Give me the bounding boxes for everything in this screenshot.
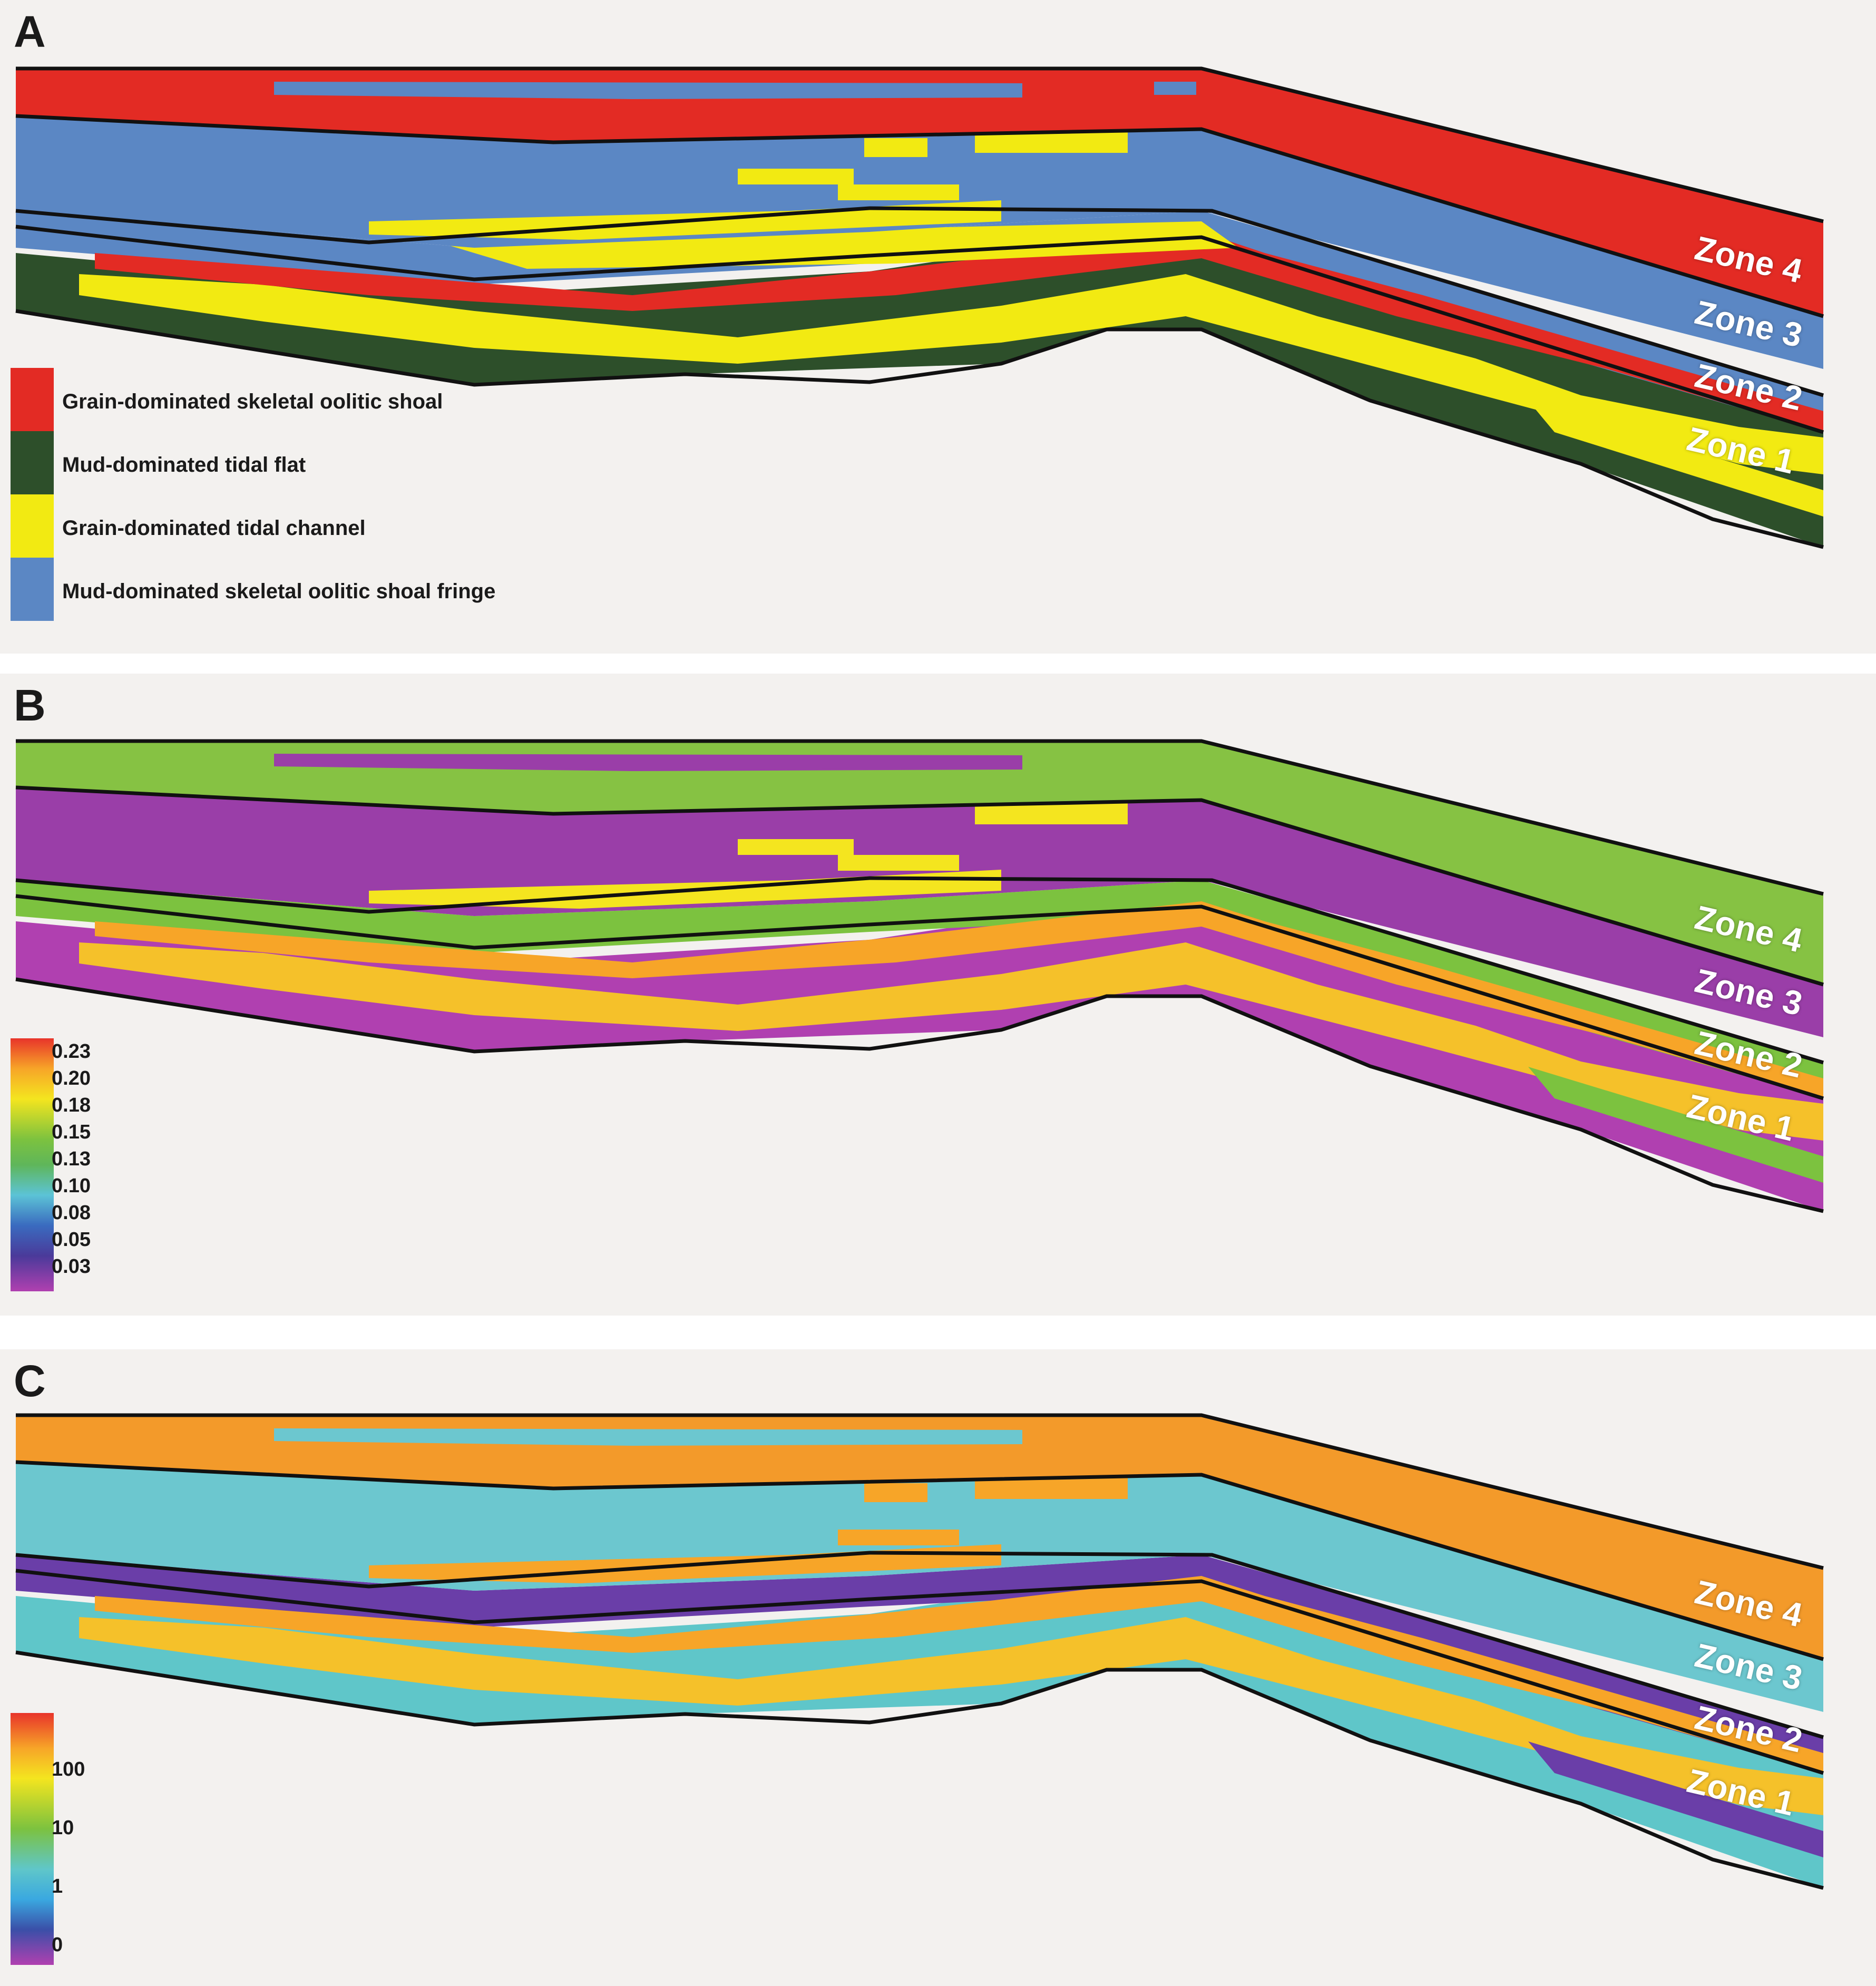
zone1-green <box>1528 1067 1823 1183</box>
panel-b: B Zone 4 Zone 3 Zone 2 Zone 1 <box>0 674 1876 1316</box>
colorbar-tick-label: 0.15 <box>52 1121 91 1143</box>
top-boundary <box>16 1413 1824 1570</box>
zone3-patch-d <box>975 802 1128 824</box>
permeability-colorbar <box>11 1713 54 1965</box>
legend-label-shoal: Grain-dominated skeletal oolitic shoal <box>62 390 443 413</box>
facies-cross-section <box>15 66 1824 549</box>
bottom-boundary <box>15 309 1824 549</box>
zone2-fringe <box>16 211 1823 432</box>
zone2-mid-porosity <box>16 880 1823 1098</box>
colorbar-tick-label: 0.20 <box>52 1067 91 1089</box>
zone3-patch-b <box>838 1530 959 1545</box>
colorbar-tick-label: 0.10 <box>52 1175 91 1197</box>
colorbar-tick-label: 1 <box>52 1875 63 1897</box>
zone2-base-line <box>15 225 1824 434</box>
zone4-low-band <box>274 754 1022 771</box>
zone4-high-perm <box>16 1415 1823 1659</box>
panel-a-letter: A <box>14 7 46 56</box>
zone3-low-perm <box>16 1462 1823 1712</box>
zone4-fringe-patch <box>1154 82 1196 95</box>
zone2-base-line <box>15 1569 1824 1775</box>
zone3-patch-c <box>838 855 959 871</box>
zone3-base-line <box>15 1551 1824 1739</box>
legend-swatch-shoal <box>11 368 54 431</box>
zone2-channel <box>422 221 1238 269</box>
zone3-patch-d <box>975 1477 1128 1499</box>
zone3-patch-b <box>738 839 854 855</box>
top-boundary <box>16 66 1824 223</box>
colorbar-tick-label: 0.13 <box>52 1148 91 1170</box>
top-boundary <box>16 739 1824 896</box>
zone4-fringe-band <box>274 82 1022 99</box>
zone1-channel-right <box>1528 401 1823 517</box>
panel-a: A <box>0 0 1876 654</box>
legend-label-channel: Grain-dominated tidal channel <box>62 517 366 540</box>
colorbar-tick-label: 0 <box>52 1934 63 1956</box>
zone2-mixed-perm <box>16 1555 1823 1773</box>
legend-item-tidal-flat: Mud-dominated tidal flat <box>11 431 538 494</box>
zone1-channel <box>79 274 1823 474</box>
zone4-mid-porosity <box>16 741 1823 985</box>
zone1-high-perm <box>79 1617 1823 1815</box>
legend-label-tidal-flat: Mud-dominated tidal flat <box>62 453 306 476</box>
porosity-cross-section <box>15 739 1824 1213</box>
zone4-base-line <box>15 785 1824 987</box>
legend-swatch-fringe <box>11 558 54 621</box>
zone4-low-band <box>274 1428 1022 1446</box>
colorbar-tick-label: 100 <box>52 1758 85 1780</box>
legend-item-channel: Grain-dominated tidal channel <box>11 494 538 558</box>
legend-item-fringe: Mud-dominated skeletal oolitic shoal fri… <box>11 558 538 621</box>
colorbar-tick-label: 10 <box>52 1817 74 1839</box>
zone4-base-line <box>15 1460 1824 1661</box>
zone2-base-line <box>15 894 1824 1101</box>
colorbar-tick-label: 0.03 <box>52 1255 91 1278</box>
legend-item-shoal: Grain-dominated skeletal oolitic shoal <box>11 368 538 431</box>
zone2-band <box>95 901 1823 1098</box>
legend-swatch-tidal-flat <box>11 431 54 494</box>
colorbar-tick-label: 0.05 <box>52 1229 91 1251</box>
colorbar-tick-label: 0.23 <box>52 1040 91 1063</box>
zone3-channel-d <box>864 138 927 157</box>
legend-swatch-channel <box>11 494 54 558</box>
bottom-boundary <box>15 1650 1824 1890</box>
zone3-channel-b <box>738 169 854 184</box>
zone3-fringe <box>16 116 1823 369</box>
zone4-shoal <box>16 69 1823 316</box>
panel-c: C Zone 4 Zone 3 Zone 2 Zone 1 <box>0 1349 1876 1986</box>
colorbar-tick-label: 0.08 <box>52 1202 91 1224</box>
zone4-base-line <box>15 114 1824 318</box>
bottom-boundary <box>15 977 1824 1213</box>
zone3-base-line <box>15 876 1824 1065</box>
legend-label-fringe: Mud-dominated skeletal oolitic shoal fri… <box>62 580 496 603</box>
zone2-shoal <box>95 232 1823 432</box>
panel-c-letter: C <box>14 1356 46 1406</box>
zone3-base-line <box>15 206 1824 397</box>
porosity-colorbar <box>11 1038 54 1291</box>
zone3-channel-e <box>975 131 1128 153</box>
zone3-patch-c <box>864 1483 927 1502</box>
zone3-low-porosity <box>16 787 1823 1037</box>
panel-b-letter: B <box>14 680 46 730</box>
colorbar-tick-label: 0.18 <box>52 1094 91 1116</box>
zone2-high-band <box>95 1576 1823 1773</box>
zone1-high-porosity <box>79 942 1823 1141</box>
zone1-very-low-perm <box>1528 1741 1823 1857</box>
permeability-cross-section <box>15 1413 1824 1890</box>
zone3-channel-c <box>838 184 959 200</box>
